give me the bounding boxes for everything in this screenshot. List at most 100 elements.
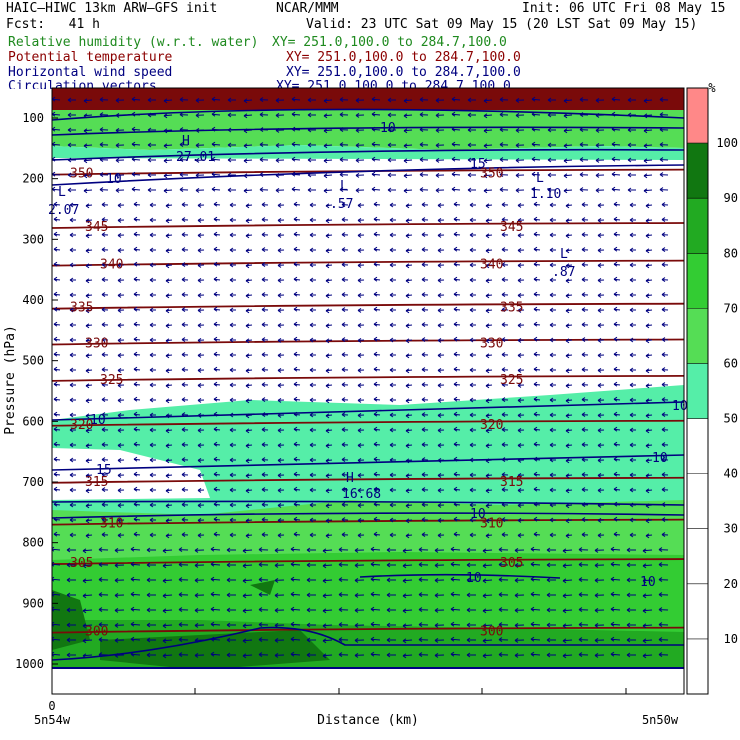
vector-arrowhead bbox=[629, 487, 634, 493]
vector-arrowhead bbox=[613, 276, 618, 282]
vector-arrowhead bbox=[211, 96, 216, 102]
vector-arrowhead bbox=[579, 97, 584, 103]
vector-arrowhead bbox=[261, 262, 266, 268]
vector-arrowhead bbox=[547, 187, 552, 193]
vector-arrowhead bbox=[450, 591, 455, 597]
vector-arrow bbox=[130, 548, 141, 551]
vector-arrowhead bbox=[114, 562, 119, 568]
vector-arrowhead bbox=[581, 457, 586, 463]
vector-arrowhead bbox=[325, 203, 330, 209]
vector-arrowhead bbox=[101, 427, 106, 433]
vector-arrowhead bbox=[565, 383, 570, 389]
vector-arrowhead bbox=[261, 532, 266, 538]
vector-arrow bbox=[563, 159, 573, 162]
vector-arrowhead bbox=[325, 458, 330, 464]
vector-arrowhead bbox=[661, 292, 666, 298]
extremum-marker: H bbox=[182, 134, 190, 149]
vector-arrowhead bbox=[309, 397, 314, 403]
vector-arrowhead bbox=[149, 217, 154, 223]
wind-contour bbox=[52, 148, 684, 161]
vector-arrowhead bbox=[434, 607, 439, 613]
vector-arrowhead bbox=[661, 202, 666, 208]
vector-arrowhead bbox=[69, 292, 74, 298]
vector-arrowhead bbox=[467, 157, 472, 163]
vector-arrow bbox=[323, 174, 333, 177]
vector-arrowhead bbox=[354, 577, 359, 583]
vector-arrowhead bbox=[357, 457, 362, 463]
vector-arrowhead bbox=[469, 487, 474, 493]
vector-arrow bbox=[402, 609, 413, 612]
vector-arrowhead bbox=[229, 307, 234, 313]
vector-arrowhead bbox=[565, 368, 570, 374]
vector-arrowhead bbox=[133, 471, 138, 477]
vector-arrowhead bbox=[483, 143, 488, 149]
vector-arrowhead bbox=[357, 217, 362, 223]
vector-arrowhead bbox=[213, 336, 218, 342]
vector-arrow bbox=[642, 594, 653, 597]
vector-arrow bbox=[52, 173, 61, 176]
vector-arrowhead bbox=[389, 277, 394, 283]
vector-arrowhead bbox=[195, 157, 200, 163]
extremum-marker: H bbox=[346, 471, 354, 486]
circulation-vectors bbox=[52, 96, 669, 659]
vector-arrowhead bbox=[597, 337, 602, 343]
vector-arrowhead bbox=[514, 652, 519, 658]
vector-arrowhead bbox=[229, 457, 234, 463]
vector-arrowhead bbox=[437, 517, 442, 523]
vector-arrow bbox=[242, 609, 253, 612]
vector-arrowhead bbox=[101, 412, 106, 418]
vector-arrow bbox=[530, 578, 541, 581]
vector-arrowhead bbox=[146, 652, 151, 658]
vector-arrowhead bbox=[501, 382, 506, 388]
vector-arrow bbox=[163, 144, 173, 147]
vector-arrowhead bbox=[245, 323, 250, 329]
vector-arrowhead bbox=[291, 111, 296, 117]
vector-arrowhead bbox=[467, 97, 472, 103]
vector-arrowhead bbox=[629, 262, 634, 268]
vector-arrow bbox=[82, 579, 93, 582]
vector-arrowhead bbox=[453, 471, 458, 477]
vector-arrowhead bbox=[533, 411, 538, 417]
vector-arrowhead bbox=[85, 248, 90, 254]
vector-arrowhead bbox=[403, 98, 408, 104]
vector-arrowhead bbox=[373, 426, 378, 432]
vector-arrowhead bbox=[501, 517, 506, 523]
vector-arrowhead bbox=[547, 127, 552, 133]
vector-arrowhead bbox=[547, 112, 552, 118]
vector-arrow bbox=[242, 594, 253, 597]
vector-arrowhead bbox=[418, 547, 423, 553]
vector-arrowhead bbox=[277, 262, 282, 268]
vector-arrowhead bbox=[323, 128, 328, 134]
extremum-marker: L bbox=[536, 171, 544, 186]
vector-arrowhead bbox=[213, 396, 218, 402]
vector-arrowhead bbox=[389, 337, 394, 343]
vector-arrowhead bbox=[485, 383, 490, 389]
vector-arrowhead bbox=[355, 172, 360, 178]
vector-arrow bbox=[322, 579, 333, 582]
vector-arrowhead bbox=[309, 517, 314, 523]
vector-arrowhead bbox=[389, 292, 394, 298]
vector-arrowhead bbox=[53, 306, 58, 312]
vector-arrowhead bbox=[261, 352, 266, 358]
vector-arrowhead bbox=[179, 187, 184, 193]
vector-arrow bbox=[610, 608, 621, 611]
vector-arrowhead bbox=[341, 412, 346, 418]
vector-arrowhead bbox=[501, 472, 506, 478]
vector-arrowhead bbox=[613, 381, 618, 387]
vector-arrowhead bbox=[149, 292, 154, 298]
vector-arrowhead bbox=[245, 338, 250, 344]
vector-arrowhead bbox=[661, 262, 666, 268]
vector-arrowhead bbox=[197, 427, 202, 433]
vector-arrowhead bbox=[178, 547, 183, 553]
vector-arrowhead bbox=[405, 278, 410, 284]
vector-arrowhead bbox=[162, 548, 167, 554]
vector-arrowhead bbox=[101, 367, 106, 373]
vector-arrowhead bbox=[373, 366, 378, 372]
vector-arrowhead bbox=[245, 518, 250, 524]
vector-arrowhead bbox=[179, 127, 184, 133]
vector-arrowhead bbox=[213, 291, 218, 297]
vector-arrow bbox=[243, 144, 253, 147]
vector-arrowhead bbox=[133, 456, 138, 462]
vector-arrowhead bbox=[197, 202, 202, 208]
forecast-hour: Fcst: 41 h bbox=[6, 17, 100, 32]
